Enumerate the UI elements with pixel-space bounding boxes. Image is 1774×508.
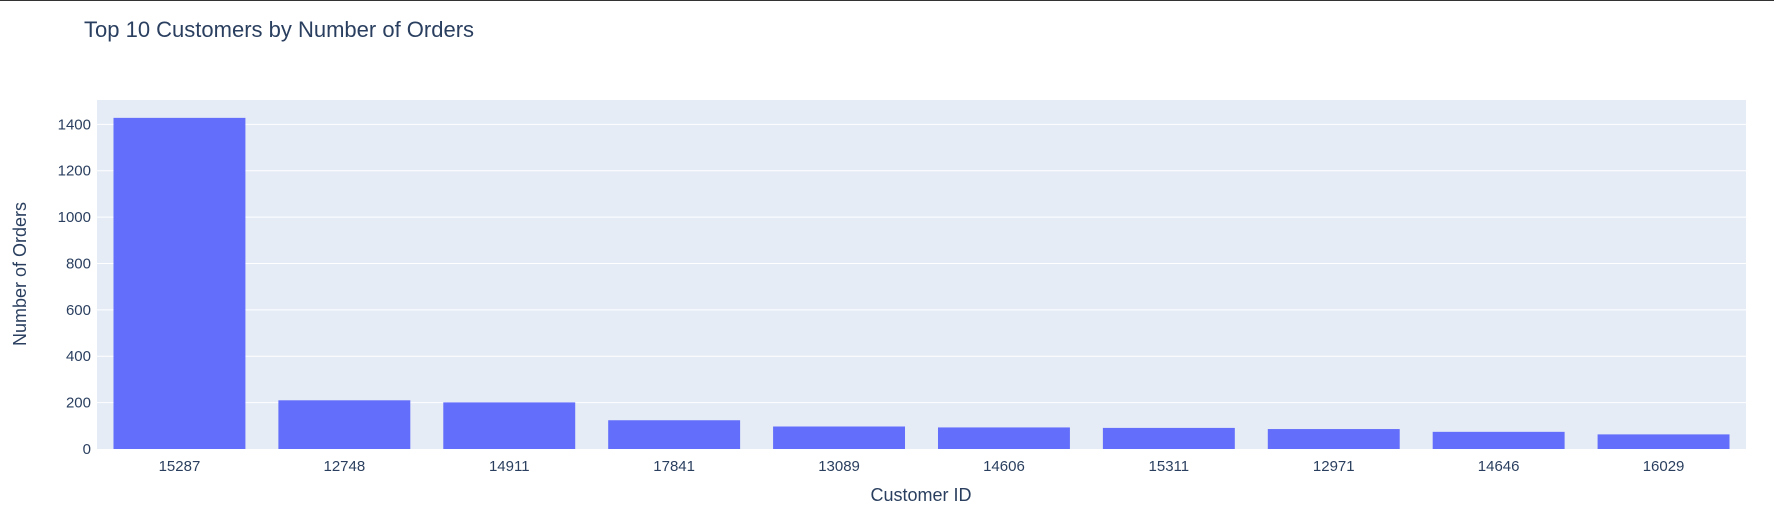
x-axis-ticks: 15287 12748 14911 17841 13089 14606 15311 12971… [159,458,1685,475]
x-axis-title: Customer ID [870,485,971,505]
x-tick-label: 17841 [653,458,695,475]
y-tick-label: 1400 [58,116,91,133]
x-tick-label: 15311 [1149,458,1190,475]
bar-17841[interactable] [608,420,741,449]
x-tick-label: 16029 [1643,458,1685,475]
x-tick-label: 15287 [159,458,201,475]
bar-14646[interactable] [1432,431,1565,449]
bar-14606[interactable] [937,427,1070,449]
x-tick-label: 14606 [983,458,1025,475]
y-tick-label: 200 [66,395,91,412]
y-axis-ticks: 0 200 400 600 800 1000 1200 1400 [58,116,91,458]
bar-12748[interactable] [278,400,411,449]
bar-13089[interactable] [773,426,906,449]
bar-15287[interactable] [113,117,246,450]
plot-area [97,100,1746,449]
chart-title: Top 10 Customers by Number of Orders [84,17,474,42]
x-tick-label: 12971 [1313,458,1355,475]
x-tick-label: 14646 [1478,458,1520,475]
x-tick-label: 13089 [818,458,860,475]
x-tick-label: 12748 [323,458,365,475]
y-tick-label: 1200 [58,163,91,180]
y-tick-label: 0 [83,441,91,458]
bar-14911[interactable] [443,402,576,449]
y-axis-title: Number of Orders [10,202,30,346]
y-tick-label: 600 [66,302,91,319]
bar-12971[interactable] [1267,429,1400,449]
gridlines [97,123,1746,404]
y-tick-label: 1000 [58,209,91,226]
bar-15311[interactable] [1102,427,1235,449]
y-tick-label: 800 [66,255,91,272]
top-border [0,0,1774,1]
bars [113,117,1730,450]
y-tick-label: 400 [66,348,91,365]
bar-16029[interactable] [1597,434,1730,449]
x-tick-label: 14911 [489,458,530,475]
